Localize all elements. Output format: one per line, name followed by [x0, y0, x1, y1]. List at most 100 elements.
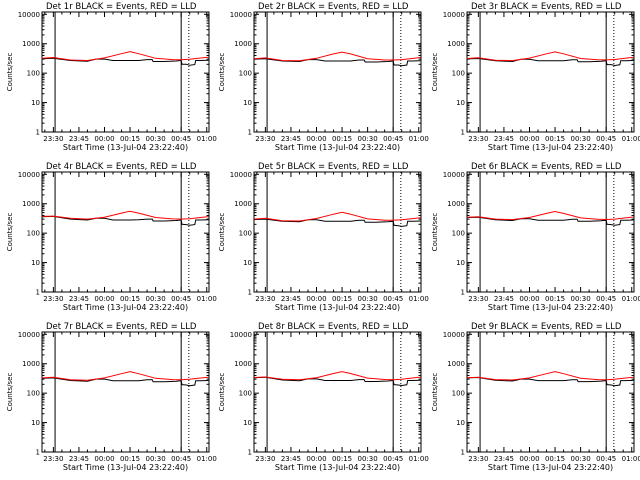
x-tick-label: 00:15 [545, 135, 565, 143]
chart-title: Det 1r BLACK = Events, RED = LLD [46, 2, 197, 12]
y-tick-label: 100 [452, 230, 465, 238]
y-tick-label: 1000 [22, 200, 40, 208]
x-axis-label: Start Time (13-Jul-04 23:22:40) [63, 143, 188, 152]
series-lld-line [253, 211, 421, 222]
x-tick-label: 00:00 [306, 295, 326, 303]
y-tick-label: 1000 [22, 360, 40, 368]
x-tick-label: 00:15 [120, 295, 140, 303]
x-axis-label: Start Time (13-Jul-04 23:22:40) [488, 143, 613, 152]
chart-panel-5: Det 5r BLACK = Events, RED = LLD 1 10 100 10… [218, 162, 429, 312]
chart-title: Det 8r BLACK = Events, RED = LLD [258, 322, 409, 332]
y-tick-label: 10 [243, 259, 252, 267]
y-tick-label: 10000 [18, 331, 40, 339]
x-tick-label: 00:00 [306, 455, 326, 463]
x-tick-label: 00:30 [146, 135, 166, 143]
x-tick-label: 23:45 [494, 295, 514, 303]
x-tick-label: 23:45 [69, 455, 89, 463]
plot-frame [253, 331, 422, 453]
chart-title: Det 5r BLACK = Events, RED = LLD [258, 162, 409, 172]
x-tick-label: 23:30 [255, 135, 275, 143]
y-tick-label: 10 [243, 419, 252, 427]
x-tick-label: 00:15 [120, 135, 140, 143]
x-tick-label: 00:00 [94, 135, 114, 143]
plot-frame [253, 11, 422, 133]
y-tick-label: 100 [239, 230, 252, 238]
y-tick-label: 1 [36, 289, 40, 297]
y-axis-label: Counts/sec [218, 373, 226, 412]
x-axis-label: Start Time (13-Jul-04 23:22:40) [275, 303, 400, 312]
x-tick-label: 00:45 [171, 455, 191, 463]
y-tick-label: 1 [461, 289, 465, 297]
y-tick-label: 1000 [234, 40, 252, 48]
chart-title: Det 9r BLACK = Events, RED = LLD [471, 322, 622, 332]
y-tick-label: 10000 [443, 11, 465, 19]
x-tick-label: 00:30 [571, 455, 591, 463]
x-tick-label: 01:00 [409, 455, 429, 463]
x-tick-label: 00:30 [358, 295, 378, 303]
y-tick-label: 100 [27, 390, 40, 398]
chart-title: Det 6r BLACK = Events, RED = LLD [471, 162, 622, 172]
chart-panel-6: Det 6r BLACK = Events, RED = LLD 1 10 100 10… [431, 162, 640, 312]
y-axis-label: Counts/sec [431, 53, 439, 92]
y-tick-label: 1000 [447, 200, 465, 208]
x-tick-label: 00:00 [94, 295, 114, 303]
x-tick-label: 23:30 [468, 295, 488, 303]
series-lld-line [253, 371, 421, 381]
x-tick-label: 01:00 [622, 455, 640, 463]
y-tick-label: 10 [243, 99, 252, 107]
series-lld-line [466, 210, 634, 221]
y-tick-label: 10000 [230, 11, 252, 19]
x-tick-label: 00:00 [519, 295, 539, 303]
x-tick-label: 00:15 [332, 455, 352, 463]
x-tick-label: 23:30 [255, 295, 275, 303]
chart-title: Det 7r BLACK = Events, RED = LLD [46, 322, 197, 332]
x-tick-label: 00:45 [171, 295, 191, 303]
x-tick-label: 00:30 [571, 295, 591, 303]
y-tick-label: 1000 [447, 40, 465, 48]
x-tick-label: 00:30 [146, 455, 166, 463]
x-tick-label: 23:30 [43, 295, 63, 303]
chart-panel-4: Det 4r BLACK = Events, RED = LLD 1 10 100 10… [6, 162, 217, 312]
plot-frame [466, 171, 635, 293]
x-tick-label: 00:00 [519, 455, 539, 463]
y-tick-label: 1 [248, 289, 252, 297]
x-tick-label: 23:45 [69, 135, 89, 143]
x-tick-label: 00:30 [358, 135, 378, 143]
chart-panel-1: Det 1r BLACK = Events, RED = LLD 1 10 100 10… [6, 2, 217, 152]
x-axis-label: Start Time (13-Jul-04 23:22:40) [63, 303, 188, 312]
y-tick-label: 1000 [447, 360, 465, 368]
y-tick-label: 1 [36, 129, 40, 137]
x-tick-label: 00:45 [596, 455, 616, 463]
x-axis-label: Start Time (13-Jul-04 23:22:40) [275, 143, 400, 152]
chart-title: Det 3r BLACK = Events, RED = LLD [471, 2, 622, 12]
x-tick-label: 00:45 [596, 135, 616, 143]
y-axis-label: Counts/sec [6, 213, 14, 252]
y-axis-label: Counts/sec [6, 53, 14, 92]
y-tick-label: 10 [31, 99, 40, 107]
chart-title: Det 4r BLACK = Events, RED = LLD [46, 162, 197, 172]
plot-frame [253, 171, 422, 293]
y-tick-label: 10000 [18, 11, 40, 19]
y-tick-label: 100 [239, 390, 252, 398]
y-tick-label: 1 [248, 129, 252, 137]
chart-panel-8: Det 8r BLACK = Events, RED = LLD 1 10 100 10… [218, 322, 429, 472]
x-tick-label: 00:15 [120, 455, 140, 463]
series-lld-line [466, 51, 634, 62]
plot-frame [41, 171, 210, 293]
x-tick-label: 00:15 [545, 295, 565, 303]
x-tick-label: 01:00 [622, 295, 640, 303]
x-tick-label: 01:00 [197, 135, 217, 143]
x-tick-label: 00:15 [545, 455, 565, 463]
series-lld-line [466, 371, 634, 381]
x-tick-label: 23:45 [69, 295, 89, 303]
y-tick-label: 100 [452, 390, 465, 398]
y-axis-label: Counts/sec [6, 373, 14, 412]
x-tick-label: 00:00 [94, 455, 114, 463]
plot-frame [466, 11, 635, 133]
y-tick-label: 10 [31, 259, 40, 267]
x-tick-label: 23:30 [468, 135, 488, 143]
x-tick-label: 01:00 [409, 295, 429, 303]
x-tick-label: 00:30 [571, 135, 591, 143]
series-lld-line [41, 210, 209, 220]
